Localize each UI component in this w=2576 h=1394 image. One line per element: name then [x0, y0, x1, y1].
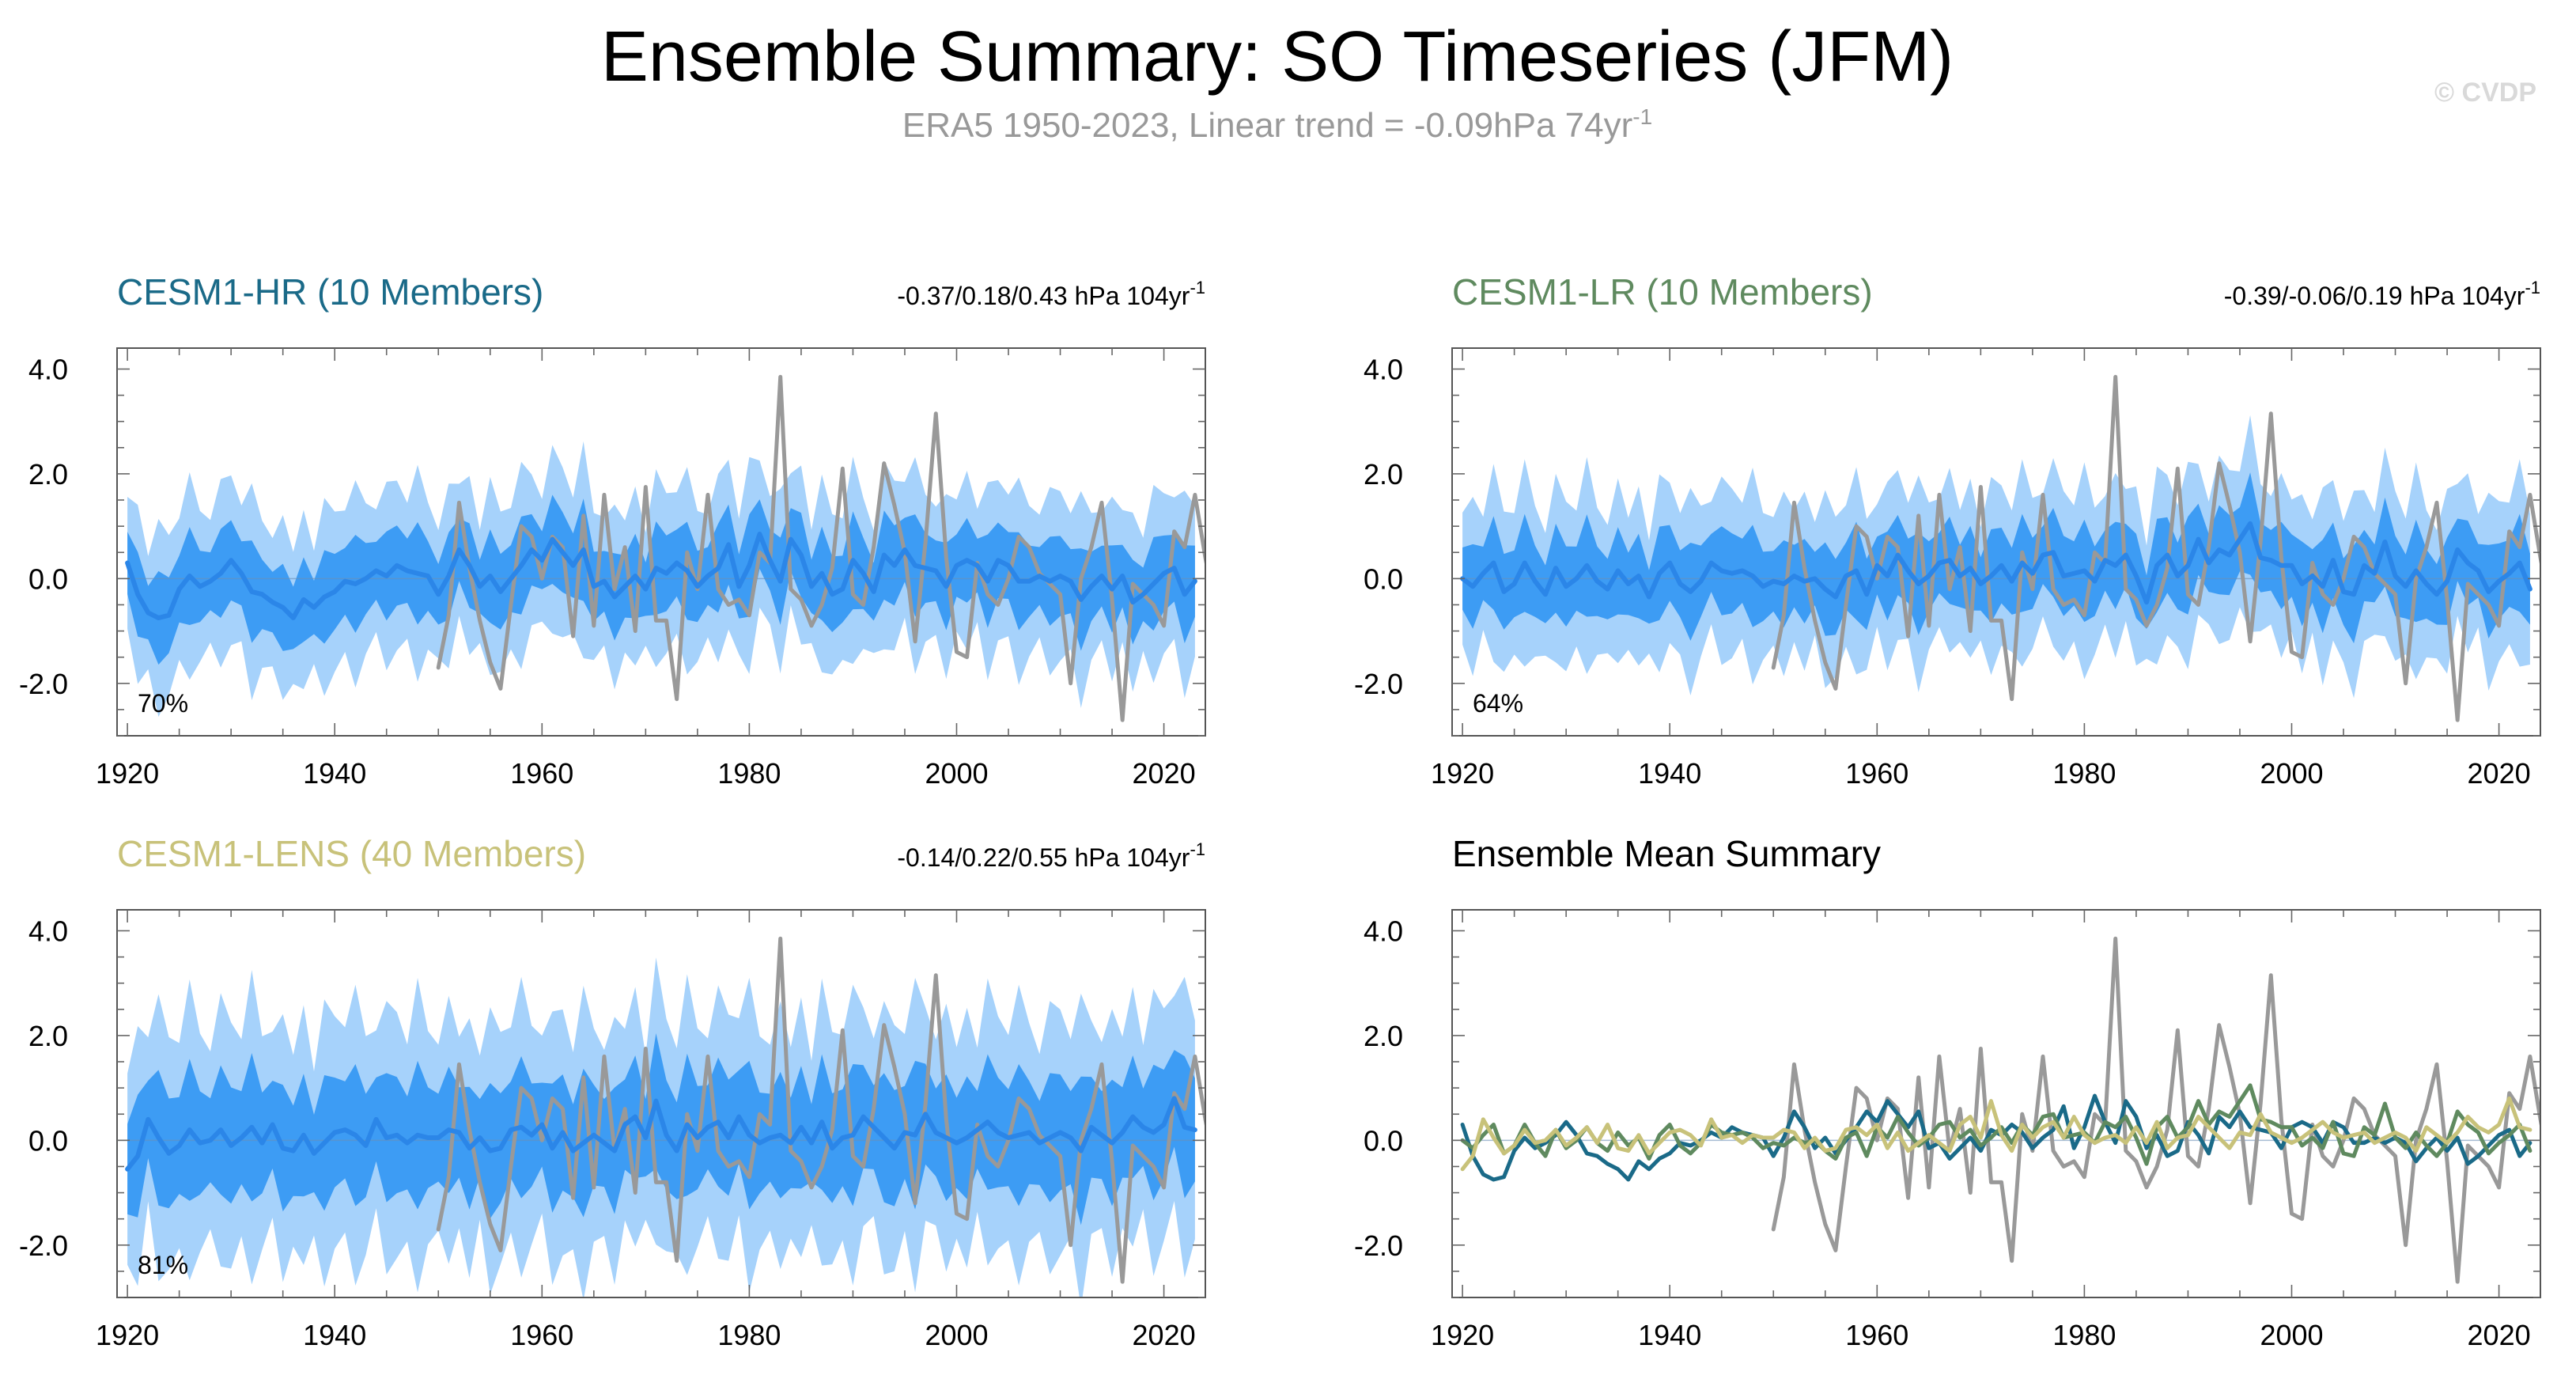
x-tick-label: 2020 — [2468, 757, 2531, 790]
panel-title: Ensemble Mean Summary — [1452, 833, 1881, 874]
x-tick-label: 2020 — [2468, 1319, 2531, 1351]
x-tick-label: 1980 — [2052, 757, 2116, 790]
series-era5 — [1771, 936, 2540, 1284]
plot-frame — [116, 347, 1206, 737]
y-tick-label: 2.0 — [28, 458, 68, 491]
y-tick-label: 4.0 — [28, 353, 68, 385]
y-tick-label: 2.0 — [1364, 1020, 1403, 1052]
panel-stats: -0.37/0.18/0.43 hPa 104yr-1 — [897, 278, 1205, 310]
x-tick-label: 2000 — [925, 1319, 988, 1351]
x-tick-label: 1920 — [1431, 757, 1494, 790]
panel-stats-text: -0.37/0.18/0.43 hPa 104yr — [897, 282, 1190, 310]
x-tick-label: 1960 — [510, 1319, 573, 1351]
y-tick-label: -2.0 — [19, 668, 68, 700]
y-tick-label: -2.0 — [1354, 1229, 1403, 1262]
y-tick-label: -2.0 — [1354, 668, 1403, 700]
panel-hr: CESM1-HR (10 Members) -0.37/0.18/0.43 hPa… — [19, 271, 1206, 790]
plot-area — [1452, 936, 2540, 1284]
x-tick-label: 1940 — [303, 757, 366, 790]
plot-area — [1452, 374, 2540, 722]
panel-stats-text: -0.39/-0.06/0.19 hPa 104yr — [2224, 282, 2525, 310]
x-tick-label: 2000 — [925, 757, 988, 790]
series-ensemble-mean — [125, 1096, 1197, 1172]
series-ensemble-mean — [125, 532, 1197, 621]
x-tick-label: 1960 — [510, 757, 573, 790]
percent-label: 81% — [138, 1251, 188, 1279]
x-tick-label: 2020 — [1133, 1319, 1196, 1351]
y-tick-label: 0.0 — [28, 563, 68, 595]
series-ensemble-mean — [1460, 521, 2532, 605]
x-tick-label: 1980 — [2052, 1319, 2116, 1351]
x-tick-label: 2020 — [1133, 757, 1196, 790]
panel-stats-superscript: -1 — [2525, 278, 2540, 297]
x-tick-label: 1940 — [1638, 757, 1701, 790]
y-tick-label: 4.0 — [1364, 353, 1403, 385]
panel-lr: CESM1-LR (10 Members) -0.39/-0.06/0.19 hP… — [1354, 271, 2541, 790]
x-tick-label: 1940 — [1638, 1319, 1701, 1351]
y-tick-label: 2.0 — [28, 1020, 68, 1052]
x-tick-label: 1920 — [96, 757, 159, 790]
y-tick-label: 4.0 — [28, 915, 68, 947]
panel-stats: -0.14/0.22/0.55 hPa 104yr-1 — [897, 839, 1205, 872]
panel-stats-superscript: -1 — [1190, 278, 1205, 297]
plot-area — [117, 374, 1205, 722]
panel-stats-text: -0.14/0.22/0.55 hPa 104yr — [897, 843, 1190, 872]
x-tick-label: 1960 — [1845, 1319, 1908, 1351]
subtitle-superscript: -1 — [1632, 104, 1652, 129]
panel-title: CESM1-LR (10 Members) — [1452, 271, 1873, 313]
x-tick-label: 1920 — [1431, 1319, 1494, 1351]
panel-stats-superscript: -1 — [1190, 839, 1205, 859]
panel-title: CESM1-LENS (40 Members) — [117, 833, 586, 874]
plot-frame — [1451, 347, 2541, 737]
x-tick-label: 2000 — [2260, 757, 2323, 790]
x-tick-label: 1920 — [96, 1319, 159, 1351]
x-tick-label: 1980 — [717, 757, 781, 790]
percent-label: 64% — [1473, 689, 1523, 718]
plot-frame — [1451, 909, 2541, 1298]
series-era5 — [1771, 374, 2540, 722]
ensemble-iqr-band — [1462, 472, 2530, 644]
panel-stats: -0.39/-0.06/0.19 hPa 104yr-1 — [2224, 278, 2540, 310]
percent-label: 70% — [138, 689, 188, 718]
x-tick-label: 1960 — [1845, 757, 1908, 790]
y-tick-label: 2.0 — [1364, 458, 1403, 491]
y-tick-label: -2.0 — [19, 1229, 68, 1262]
ensemble-iqr-band — [127, 494, 1195, 665]
series-era5 — [436, 936, 1205, 1284]
panel-lens: CESM1-LENS (40 Members) -0.14/0.22/0.55 h… — [19, 833, 1206, 1351]
series-era5 — [436, 374, 1205, 722]
panel-summary: Ensemble Mean Summary 1920 1940 1960 1980 200… — [1354, 833, 2541, 1351]
panel-title: CESM1-HR (10 Members) — [117, 271, 543, 313]
y-tick-label: 0.0 — [1364, 563, 1403, 595]
x-tick-label: 2000 — [2260, 1319, 2323, 1351]
page-title: Ensemble Summary: SO Timeseries (JFM) — [601, 17, 1954, 97]
x-tick-label: 1980 — [717, 1319, 781, 1351]
series-cesm1-lens — [1460, 1096, 2532, 1172]
watermark: © CVDP — [2434, 78, 2536, 108]
plot-area — [117, 936, 1205, 1297]
page-subtitle: ERA5 1950-2023, Linear trend = -0.09hPa … — [902, 104, 1652, 145]
y-tick-label: 0.0 — [1364, 1124, 1403, 1157]
y-tick-label: 4.0 — [1364, 915, 1403, 947]
x-tick-label: 1940 — [303, 1319, 366, 1351]
plot-frame — [116, 909, 1206, 1298]
y-tick-label: 0.0 — [28, 1124, 68, 1157]
subtitle-text: ERA5 1950-2023, Linear trend = -0.09hPa … — [902, 106, 1632, 145]
